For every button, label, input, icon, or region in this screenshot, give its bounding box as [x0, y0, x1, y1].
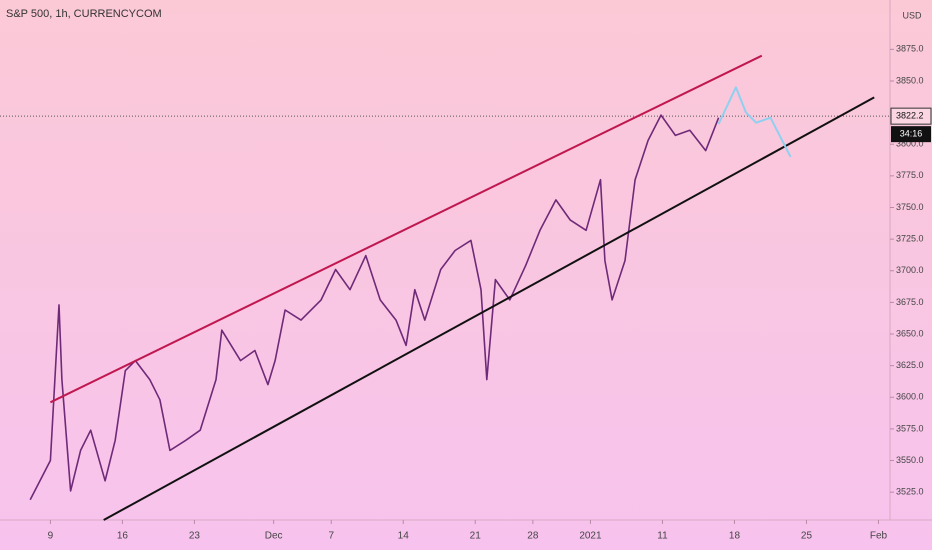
y-tick-label: 3800.0: [896, 139, 924, 149]
chart-title: S&P 500, 1h, CURRENCYCOM: [6, 8, 162, 20]
x-tick-label: 16: [117, 531, 129, 542]
x-tick-label: 28: [527, 531, 539, 542]
countdown-badge: [891, 126, 931, 143]
x-tick-label: Feb: [870, 531, 888, 542]
countdown-label: 34:16: [900, 129, 923, 139]
x-tick-label: 2021: [579, 531, 602, 542]
y-tick-label: 3875.0: [896, 44, 924, 54]
currency-label: USD: [902, 10, 922, 20]
y-tick-label: 3675.0: [896, 297, 924, 307]
trend-line: [49, 54, 763, 404]
last-price-label: 3822.2: [896, 111, 924, 121]
x-tick-label: 23: [189, 531, 201, 542]
x-tick-label: 11: [657, 531, 668, 542]
projection-line: [717, 86, 792, 158]
y-tick-label: 3550.0: [896, 455, 924, 465]
y-tick-label: 3700.0: [896, 265, 924, 275]
y-tick-label: 3525.0: [896, 487, 924, 497]
x-tick-label: 21: [470, 531, 482, 542]
y-tick-label: 3575.0: [896, 423, 924, 433]
y-tick-label: 3650.0: [896, 328, 924, 338]
x-tick-label: 25: [801, 531, 813, 542]
x-tick-label: 7: [328, 531, 334, 542]
x-tick-label: 9: [48, 531, 54, 542]
x-tick-label: 18: [729, 531, 741, 542]
y-tick-label: 3625.0: [896, 360, 924, 370]
y-tick-label: 3850.0: [896, 75, 924, 85]
y-tick-label: 3750.0: [896, 202, 924, 212]
trend-line: [103, 96, 875, 521]
last-price-badge: [890, 107, 932, 125]
x-tick-label: Dec: [265, 531, 283, 542]
price-line: [29, 114, 720, 501]
y-tick-label: 3600.0: [896, 392, 924, 402]
y-tick-label: 3775.0: [896, 170, 924, 180]
x-tick-label: 14: [398, 531, 410, 542]
y-tick-label: 3725.0: [896, 233, 924, 243]
